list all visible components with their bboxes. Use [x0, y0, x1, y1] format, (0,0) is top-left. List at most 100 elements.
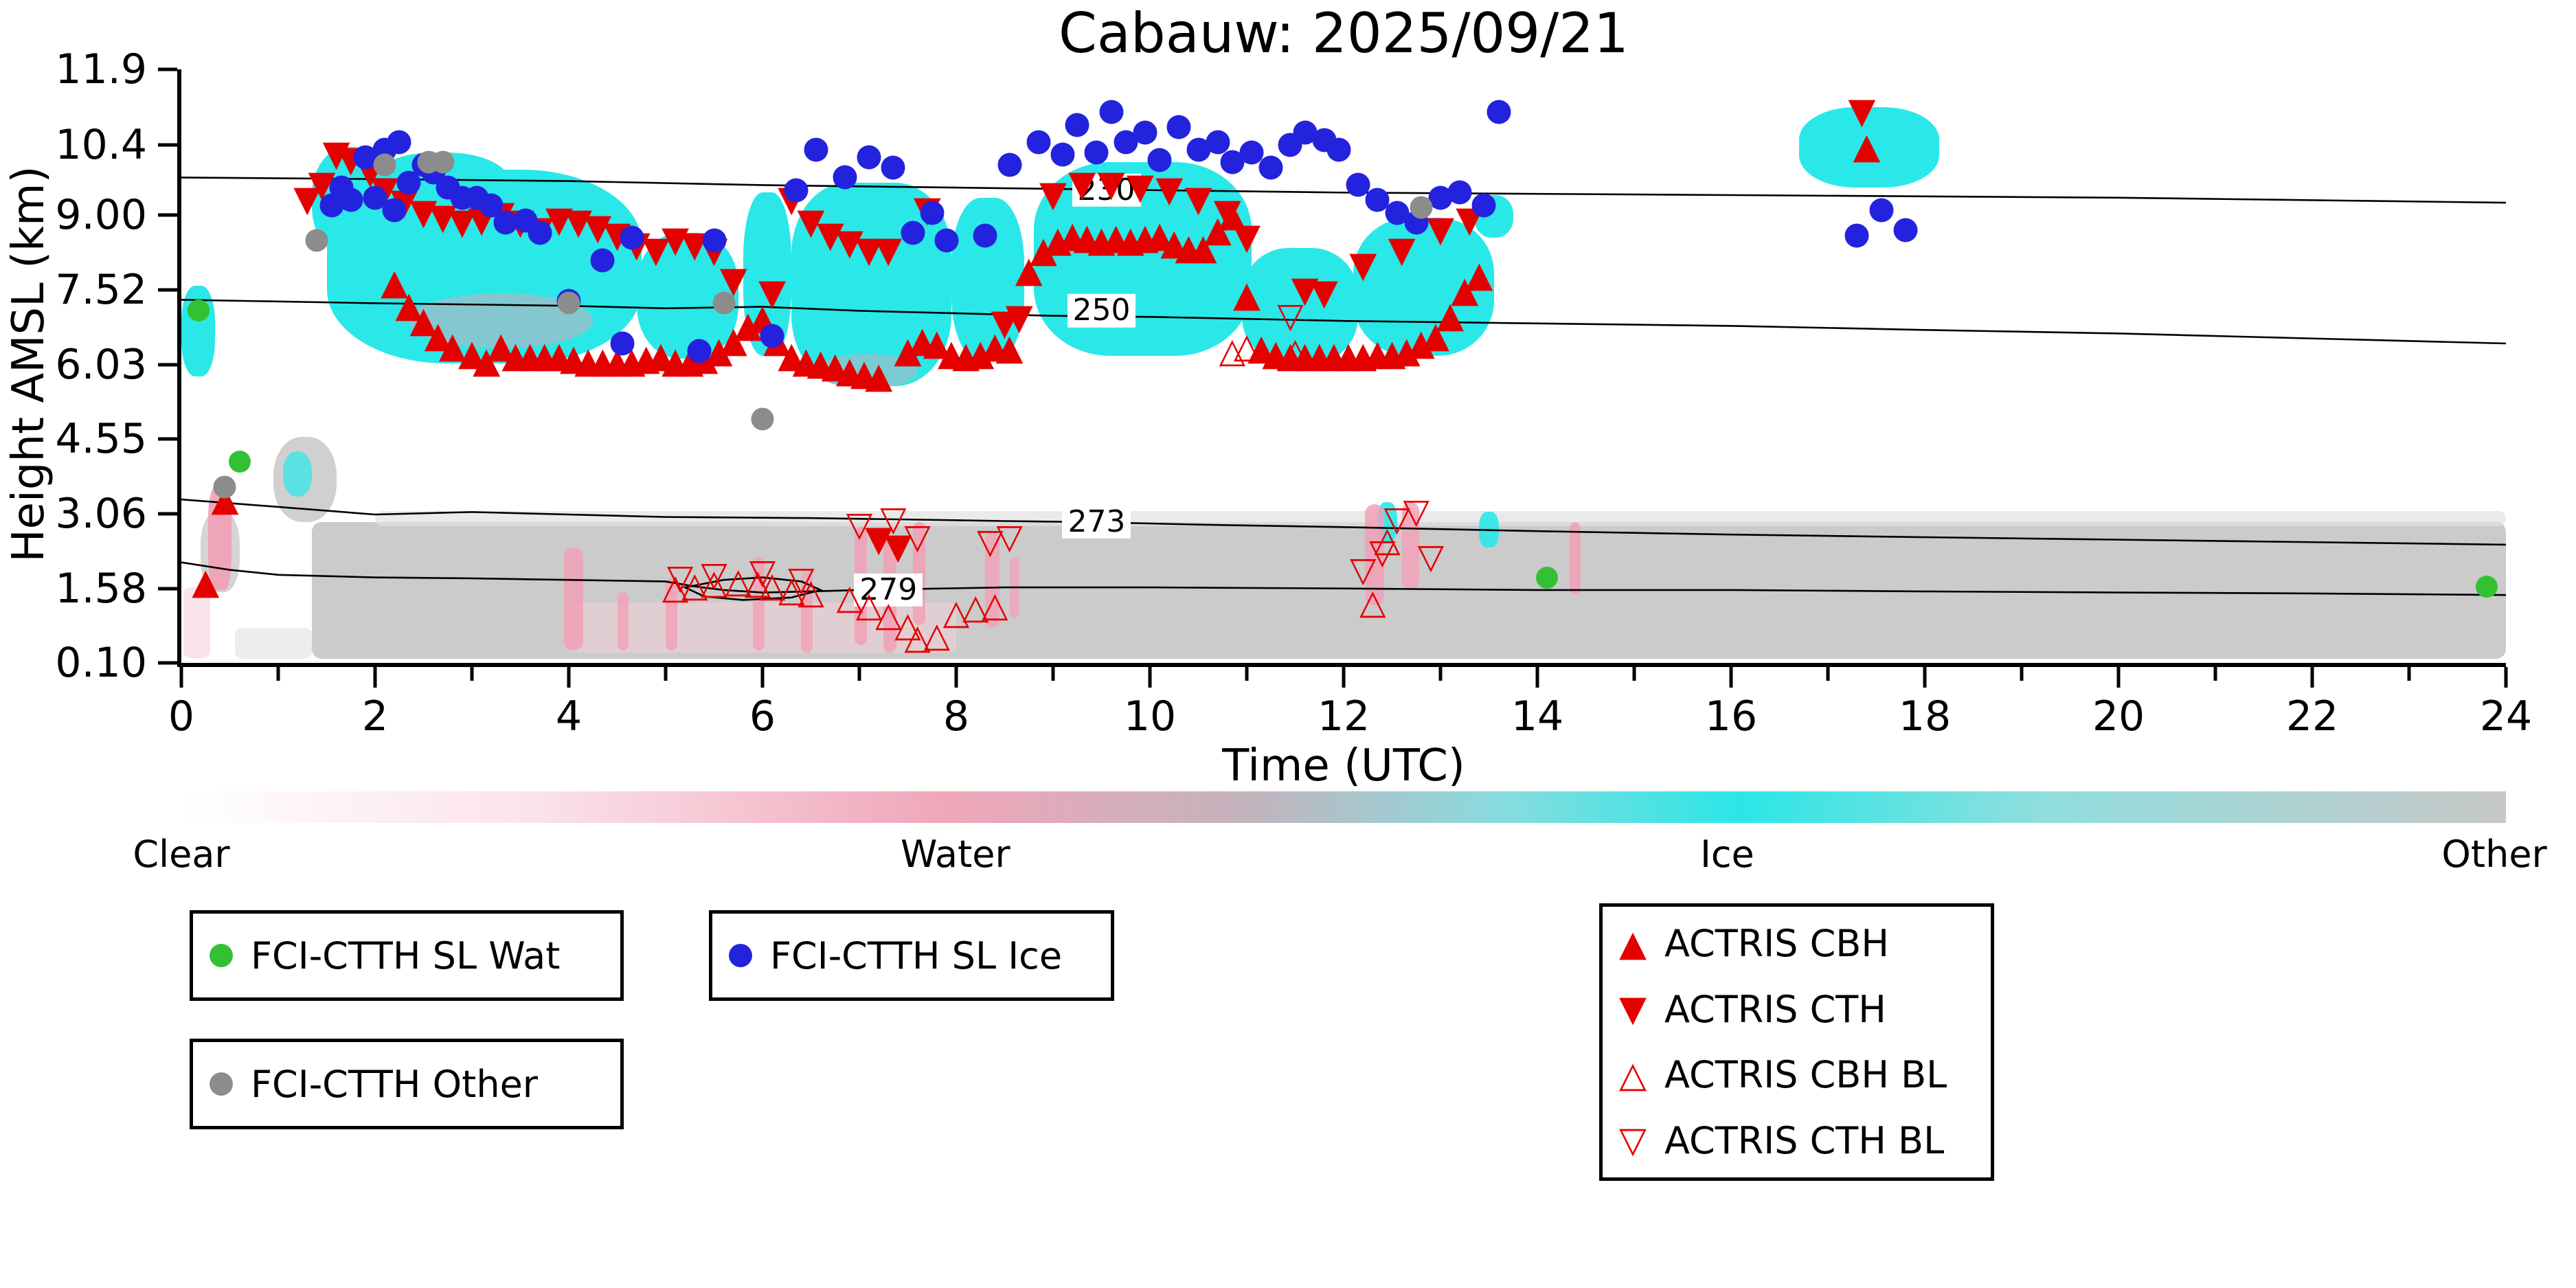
data-point-actris-cbh: ▲: [1233, 274, 1261, 316]
data-point-actris-cbh-bl: △: [1374, 519, 1401, 559]
data-point-fci-ctth-sl-ice: [881, 155, 905, 180]
data-point-actris-cbh: ▲: [908, 319, 936, 361]
data-point-fci-ctth-sl-ice: [528, 221, 552, 245]
data-point-fci-ctth-other: [1410, 196, 1433, 219]
legend-label: ACTRIS CTH: [1664, 987, 1886, 1031]
data-point-actris-cbh: ▲: [545, 335, 573, 376]
data-point-fci-ctth-other: [751, 407, 774, 431]
data-point-actris-cth-bl: ▽: [1383, 499, 1410, 539]
data-point-fci-ctth-other: [305, 229, 328, 252]
data-point-actris-cbh: ▲: [1262, 332, 1290, 374]
red-triangle-up-open-icon: △: [1619, 1054, 1647, 1096]
data-point-actris-cbh: ▲: [409, 300, 438, 341]
y-tick-label: 10.4: [55, 120, 147, 169]
y-tick-label: 0.10: [55, 639, 147, 687]
x-tick-label: 16: [1704, 692, 1758, 741]
x-minor-tick: [470, 667, 474, 681]
data-point-actris-cbh: ▲: [894, 329, 922, 371]
blue-circle-icon: [729, 944, 752, 967]
data-point-fci-ctth-sl-ice: [1258, 155, 1283, 180]
contour-label: 230: [1072, 173, 1141, 207]
legend-item: ▽ ACTRIS CTH BL: [1609, 1108, 1984, 1174]
plot-area: 230 250 273 279 ▲ ▲ ▲ ▲ ▲ ▲ ▲ ▲ ▲ ▲ ▲ ▲ ▲ ▲ ▲ ▲ ▲ ▲ ▲ ▲ ▲ ▲ ▲ ▲ ▲ ▲ ▲ ▲…: [181, 69, 2506, 663]
data-point-actris-cbh: ▲: [835, 350, 863, 392]
data-point-actris-cbh-bl: △: [778, 569, 805, 609]
data-point-fci-ctth-other: [213, 475, 236, 499]
colorbar-label-ice: Ice: [1699, 833, 1754, 876]
x-tick-label: 20: [2092, 692, 2145, 741]
data-point-actris-cbh: ▲: [719, 319, 747, 361]
y-tick-label: 9.00: [55, 191, 147, 240]
data-point-actris-cbh: ▲: [192, 561, 220, 602]
data-point-actris-cth-bl: ▽: [1349, 549, 1377, 589]
data-point-actris-cth-bl: ▽: [996, 516, 1023, 556]
data-point-actris-cbh-bl: △: [758, 564, 786, 605]
x-tick: [373, 667, 377, 688]
data-point-actris-cth: ▼: [642, 229, 670, 271]
data-point-actris-cbh: ▲: [865, 354, 893, 396]
data-point-fci-ctth-sl-ice: [1239, 140, 1264, 165]
raster-region-water: [815, 353, 918, 389]
data-point-fci-ctth-sl-wat: [1536, 566, 1559, 589]
data-point-actris-cth: ▼: [1291, 269, 1319, 311]
data-point-actris-cth: ▼: [409, 191, 438, 233]
data-point-actris-cbh: ▲: [821, 344, 849, 386]
data-point-fci-ctth-sl-ice: [997, 152, 1022, 177]
legend-item: FCI-CTTH SL Wat: [200, 923, 613, 988]
data-point-fci-ctth-sl-ice: [1166, 115, 1191, 139]
x-tick: [2116, 667, 2121, 688]
data-point-fci-ctth-other: [431, 150, 455, 174]
data-point-actris-cth: ▼: [1310, 271, 1338, 313]
legend-item: ▼ ACTRIS CTH: [1609, 977, 1984, 1043]
data-point-fci-ctth-sl-ice: [702, 228, 726, 253]
x-axis: 0 2 4 6 8 10 12 14 16 18 20 22 24: [168, 667, 2532, 763]
x-tick: [567, 667, 571, 688]
data-point-actris-cbh: ▲: [381, 262, 409, 304]
x-tick: [1148, 667, 1152, 688]
y-tick-label: 4.55: [55, 415, 147, 464]
y-tick: [158, 288, 177, 292]
colorbar: [181, 791, 2506, 823]
data-point-actris-cbh: ▲: [1465, 254, 1493, 296]
data-point-fci-ctth-sl-ice: [339, 188, 363, 212]
data-point-actris-cbh: ▲: [1436, 294, 1465, 336]
data-point-actris-cbh: ▲: [530, 335, 558, 376]
data-point-actris-cth: ▼: [1155, 168, 1184, 210]
data-point-actris-cbh-bl: △: [894, 605, 921, 645]
data-point-actris-cbh-bl: △: [875, 594, 902, 635]
data-point-actris-cth-bl: ▽: [1277, 295, 1304, 335]
data-point-actris-cbh: ▲: [1451, 269, 1479, 311]
data-point-actris-cth-bl: ▽: [749, 552, 776, 592]
raster-region-water: [752, 557, 765, 651]
data-point-fci-ctth-sl-ice: [1099, 100, 1124, 124]
legend-label: ACTRIS CBH BL: [1664, 1053, 1947, 1097]
legend-label: FCI-CTTH SL Wat: [251, 934, 561, 978]
data-point-actris-cth-bl: ▽: [701, 554, 727, 594]
data-point-actris-cbh-bl: △: [982, 584, 1008, 624]
data-point-actris-cbh: ▲: [1116, 218, 1144, 260]
data-point-fci-ctth-sl-ice: [1346, 172, 1370, 197]
data-point-actris-cbh: ▲: [778, 335, 806, 376]
data-point-fci-ctth-sl-ice: [387, 130, 411, 155]
data-point-fci-ctth-sl-ice: [901, 221, 925, 245]
legend-item: FCI-CTTH SL Ice: [719, 923, 1104, 988]
x-minor-tick: [857, 667, 861, 681]
x-minor-tick: [2407, 667, 2411, 681]
data-point-fci-ctth-sl-ice: [1326, 137, 1351, 162]
data-point-actris-cth: ▼: [884, 526, 912, 567]
legend-fci-sl-wat: FCI-CTTH SL Wat: [190, 910, 624, 1001]
data-point-actris-cbh: ▲: [458, 332, 486, 374]
data-point-actris-cbh: ▲: [646, 335, 675, 376]
x-tick: [179, 667, 183, 688]
data-point-actris-cbh: ▲: [1364, 332, 1392, 374]
data-point-fci-ctth-other: [712, 291, 736, 315]
data-point-actris-cbh-bl: △: [1219, 330, 1246, 371]
x-minor-tick: [2020, 667, 2024, 681]
data-point-actris-cth-bl: ▽: [1417, 536, 1445, 577]
data-point-actris-cbh: ▲: [1378, 332, 1406, 374]
data-point-actris-cbh-bl: △: [744, 561, 771, 602]
data-point-actris-cbh: ▲: [923, 322, 951, 364]
data-point-actris-cth: ▼: [797, 201, 825, 243]
data-point-fci-ctth-sl-ice: [920, 201, 945, 225]
x-tick: [1729, 667, 1733, 688]
